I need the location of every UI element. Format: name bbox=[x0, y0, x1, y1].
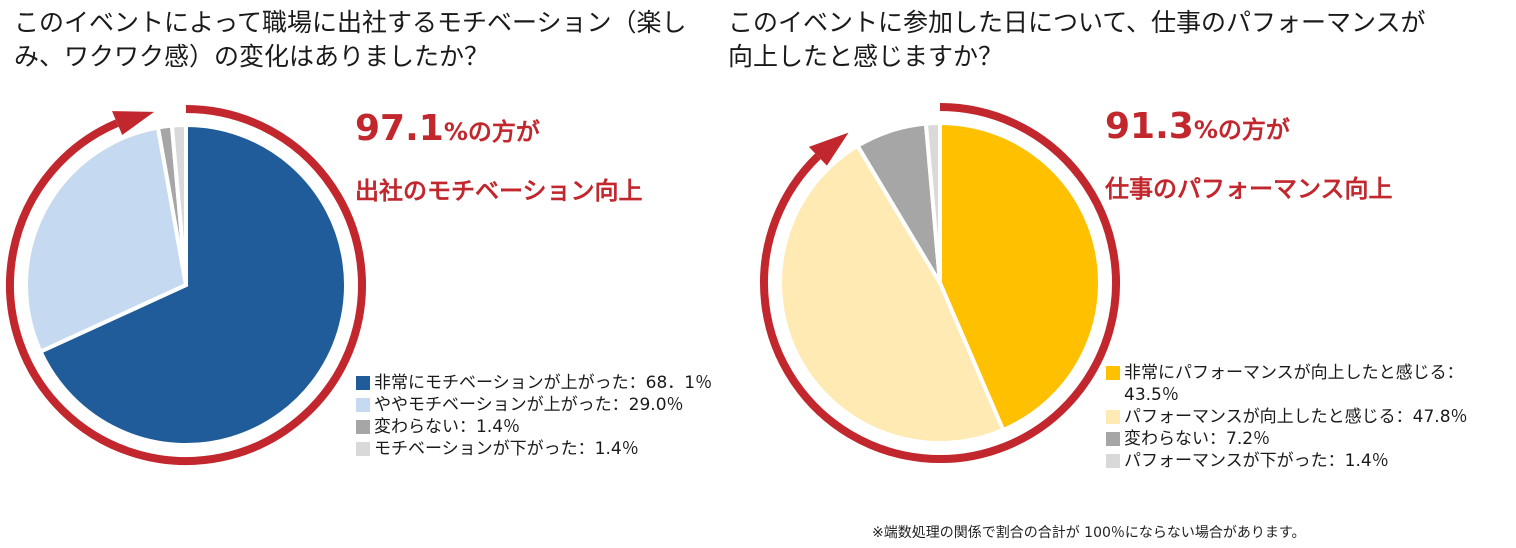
legend-swatch bbox=[1106, 454, 1120, 468]
legend-item: 変わらない：1.4％ bbox=[356, 416, 736, 438]
legend-swatch bbox=[356, 420, 370, 434]
title-line: このイベントに参加した日について、仕事のパフォーマンスが bbox=[728, 8, 1426, 37]
chart-legend: 非常にモチベーションが上がった：68．1％ ややモチベーションが上がった：29.… bbox=[356, 372, 736, 460]
legend-item: 非常にモチベーションが上がった：68．1％ bbox=[356, 372, 736, 394]
chart-panel-motivation: このイベントによって職場に出社するモチベーション（楽し み、ワクワク感）の変化は… bbox=[0, 0, 740, 548]
callout-description: 仕事のパフォーマンス向上 bbox=[1105, 175, 1393, 203]
callout-percent: 91.3 bbox=[1105, 106, 1194, 147]
callout-percent: 97.1 bbox=[355, 108, 444, 149]
legend-label: モチベーションが下がった：1.4％ bbox=[374, 439, 639, 459]
legend-label: 変わらない：7.2％ bbox=[1124, 429, 1271, 449]
callout-suffix: %の方が bbox=[1193, 116, 1290, 144]
pie-slice bbox=[923, 120, 942, 284]
highlight-callout: 97.1%の方が 出社のモチベーション向上 bbox=[355, 108, 643, 206]
legend-item: パフォーマンスが向上したと感じる：47.8％ bbox=[1106, 406, 1506, 428]
legend-label: ややモチベーションが上がった：29.0％ bbox=[374, 395, 684, 415]
chart-legend: 非常にパフォーマンスが向上したと感じる：43.5％ パフォーマンスが向上したと感… bbox=[1106, 362, 1506, 472]
pie-chart-motivation bbox=[6, 105, 366, 465]
chart-title: このイベントによって職場に出社するモチベーション（楽し み、ワクワク感）の変化は… bbox=[14, 6, 714, 74]
legend-label: パフォーマンスが向上したと感じる：47.8％ bbox=[1124, 407, 1468, 427]
legend-swatch bbox=[1106, 410, 1120, 424]
callout-suffix: %の方が bbox=[443, 118, 540, 146]
title-line: 向上したと感じますか？ bbox=[728, 42, 1004, 71]
legend-label: 変わらない：1.4％ bbox=[374, 417, 521, 437]
legend-item: ややモチベーションが上がった：29.0％ bbox=[356, 394, 736, 416]
legend-item: パフォーマンスが下がった：1.4％ bbox=[1106, 450, 1506, 472]
legend-swatch bbox=[1106, 366, 1120, 380]
title-line: このイベントによって職場に出社するモチベーション（楽し bbox=[14, 8, 687, 37]
legend-item: 非常にパフォーマンスが向上したと感じる：43.5％ bbox=[1106, 362, 1506, 406]
callout-description: 出社のモチベーション向上 bbox=[355, 177, 643, 205]
highlight-callout: 91.3%の方が 仕事のパフォーマンス向上 bbox=[1105, 106, 1393, 204]
legend-swatch bbox=[356, 442, 370, 456]
highlight-arc bbox=[6, 105, 366, 465]
pie-chart-performance bbox=[760, 103, 1121, 463]
legend-swatch bbox=[1106, 432, 1120, 446]
legend-item: モチベーションが下がった：1.4％ bbox=[356, 438, 736, 460]
legend-label: パフォーマンスが下がった：1.4％ bbox=[1124, 451, 1389, 471]
pie-slice bbox=[24, 125, 189, 355]
footnote: ※端数処理の関係で割合の合計が 100％にならない場合があります。 bbox=[872, 525, 1306, 541]
pie-slice bbox=[169, 122, 188, 286]
legend-label: 非常にモチベーションが上がった：68．1％ bbox=[374, 373, 713, 393]
legend-swatch bbox=[356, 398, 370, 412]
title-line: み、ワクワク感）の変化はありましたか？ bbox=[14, 42, 490, 71]
pie-slice bbox=[778, 143, 1006, 445]
legend-item: 変わらない：7.2％ bbox=[1106, 428, 1506, 450]
highlight-arc bbox=[760, 103, 1121, 463]
pie-slice bbox=[37, 122, 348, 447]
chart-title: このイベントに参加した日について、仕事のパフォーマンスが 向上したと感じますか？ bbox=[728, 6, 1428, 74]
legend-label: 非常にパフォーマンスが向上したと感じる：43.5％ bbox=[1124, 363, 1464, 405]
arrowhead bbox=[808, 132, 849, 166]
legend-swatch bbox=[356, 376, 370, 390]
pie-slice bbox=[938, 120, 1102, 433]
arrowhead bbox=[112, 111, 155, 135]
chart-panel-performance: このイベントに参加した日について、仕事のパフォーマンスが 向上したと感じますか？… bbox=[728, 0, 1516, 548]
